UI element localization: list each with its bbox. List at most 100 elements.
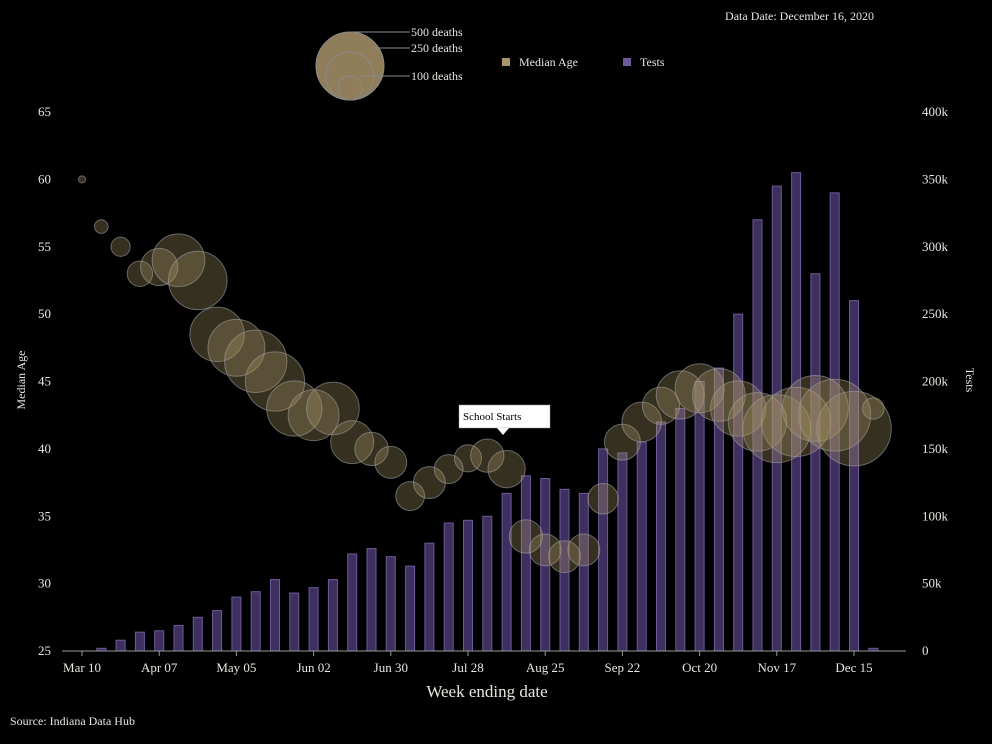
bar-tests-13[interactable] [327,579,338,652]
color-legend: Median Age Tests [502,55,665,69]
bar-tests-7[interactable] [212,610,223,652]
bubble-median-age-0[interactable] [78,175,86,184]
y-right-tick-150k: 150k [922,441,949,456]
bubble-median-age-27[interactable] [587,483,619,515]
bar-tests-28[interactable] [617,452,628,652]
bar-tests-5[interactable] [173,624,184,652]
bar-tests-16[interactable] [385,556,396,652]
bubble-median-age-5[interactable] [151,233,206,288]
bubble-median-age-18[interactable] [412,466,446,500]
bar-tests-19[interactable] [443,522,454,652]
size-legend-circle-500 [315,31,385,101]
bar-tests-10[interactable] [270,579,280,652]
bar-tests-22[interactable] [501,492,512,652]
bar-tests-31[interactable] [675,407,686,652]
bar-tests-3[interactable] [134,631,145,652]
bubble-median-age-34[interactable] [710,380,767,437]
legend-swatch-tests [623,58,631,66]
y-right-tick-0: 0 [922,643,929,658]
data-date: Data Date: December 16, 2020 [725,9,874,23]
bubble-median-age-8[interactable] [207,318,266,377]
bar-tests-26[interactable] [578,492,589,652]
bubble-median-age-36[interactable] [742,394,812,464]
x-tick-label-7: Sep 22 [605,660,641,675]
bubble-median-age-6[interactable] [168,250,228,311]
y-left-tick-40: 40 [38,441,51,456]
bar-tests-8[interactable] [231,596,242,652]
bubble-median-age-21[interactable] [470,438,505,473]
source-note: Source: Indiana Data Hub [10,714,135,728]
y-right-tick-50k: 50k [922,576,942,591]
bar-tests-23[interactable] [520,475,531,652]
y-right-tick-100k: 100k [922,508,949,523]
bar-tests-30[interactable] [656,421,666,652]
bubble-median-age-19[interactable] [433,454,464,485]
bubble-median-age-25[interactable] [548,540,581,574]
bar-tests-6[interactable] [192,616,203,652]
annotation-pointer [497,428,509,435]
bar-tests-2[interactable] [115,639,126,652]
bubble-median-age-40[interactable] [816,390,892,467]
bar-tests-32[interactable] [694,381,705,652]
bar-tests-18[interactable] [424,542,435,652]
bar-tests-17[interactable] [405,565,416,652]
bubble-series-median-age [78,175,892,574]
bubble-median-age-41[interactable] [862,397,885,420]
bubble-median-age-30[interactable] [641,386,681,425]
bubble-median-age-15[interactable] [354,431,389,467]
x-tick-label-10: Dec 15 [835,660,872,675]
bar-tests-12[interactable] [308,587,319,652]
bar-tests-11[interactable] [289,592,300,652]
bubble-median-age-22[interactable] [487,449,526,489]
size-legend-circle-100 [337,75,363,101]
bar-tests-40[interactable] [849,300,859,652]
bubble-median-age-2[interactable] [110,236,131,257]
bubble-median-age-23[interactable] [508,519,544,554]
bubble-median-age-11[interactable] [266,380,323,437]
bar-tests-38[interactable] [810,273,821,652]
bar-tests-9[interactable] [250,591,261,652]
y-right-tick-400k: 400k [922,104,949,119]
bar-tests-20[interactable] [463,519,473,652]
y-left-tick-50: 50 [38,306,51,321]
y-right-tick-200k: 200k [922,374,949,389]
bubble-median-age-31[interactable] [655,370,705,420]
x-tick-label-8: Oct 20 [682,660,717,675]
x-tick-label-6: Aug 25 [526,660,565,675]
bubble-median-age-12[interactable] [287,389,340,442]
annotation-school-starts: School Starts [458,404,551,435]
bubble-median-age-37[interactable] [760,386,832,458]
y-axis-left-title: Median Age [14,351,28,410]
bubble-median-age-10[interactable] [244,351,306,412]
bubble-median-age-29[interactable] [621,401,663,443]
bubble-median-age-14[interactable] [330,420,375,465]
bubble-median-age-17[interactable] [395,481,426,511]
y-right-tick-300k: 300k [922,239,949,254]
bubble-median-age-1[interactable] [94,219,109,234]
bubble-median-age-16[interactable] [374,445,408,479]
bubble-median-age-7[interactable] [189,306,245,363]
bar-tests-29[interactable] [636,441,647,652]
x-tick-label-1: Apr 07 [141,660,178,675]
x-tick-label-2: May 05 [216,660,256,675]
legend-label-tests: Tests [640,55,665,69]
x-tick-label-3: Jun 02 [296,660,330,675]
bubble-median-age-38[interactable] [781,374,849,442]
bubble-median-age-26[interactable] [567,533,601,567]
bar-tests-15[interactable] [366,548,377,652]
bubble-median-age-35[interactable] [727,392,788,452]
x-tick-label-5: Jul 28 [452,660,483,675]
x-tick-label-4: Jun 30 [374,660,408,675]
bar-series-tests [96,172,879,652]
bubble-median-age-9[interactable] [224,329,288,393]
bar-tests-34[interactable] [733,313,744,652]
bubble-median-age-20[interactable] [453,444,483,473]
legend-label-median-age: Median Age [519,55,578,69]
bar-tests-21[interactable] [482,515,493,652]
bubble-median-age-24[interactable] [528,533,562,567]
y-left-tick-25: 25 [38,643,51,658]
bar-tests-4[interactable] [154,630,165,652]
bar-tests-14[interactable] [347,553,358,652]
x-tick-label-0: Mar 10 [63,660,101,675]
